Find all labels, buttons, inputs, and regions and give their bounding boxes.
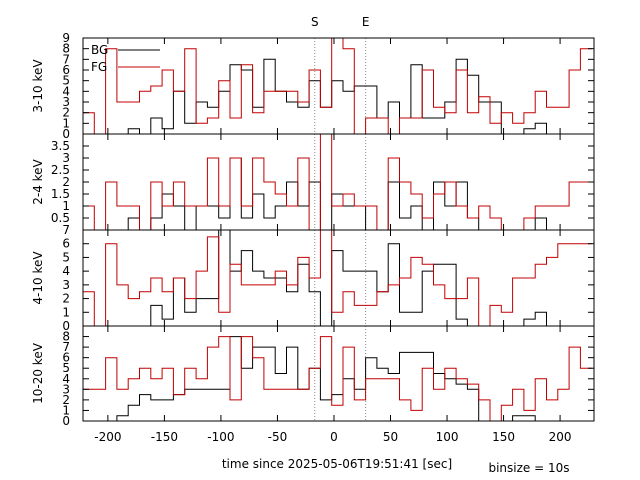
- y-tick-label: 4: [62, 264, 70, 278]
- y-tick-label: 7: [62, 223, 70, 237]
- x-axis: -200 -150 -100 -50 0 50 100 150 200: [94, 430, 571, 444]
- y-tick-label: 6: [62, 63, 70, 77]
- marker-label-E: E: [362, 15, 370, 29]
- y-tick-label: 2.5: [51, 163, 70, 177]
- y-tick-label: 1: [62, 116, 70, 130]
- marker-label-S: S: [311, 15, 319, 29]
- x-tick-label: -150: [151, 430, 178, 444]
- y-tick-label: 2: [62, 175, 70, 189]
- series-fg-panel-1: [83, 133, 592, 231]
- x-tick-label: -100: [207, 430, 234, 444]
- y-tick-label: 0.5: [51, 211, 70, 225]
- x-tick-label: 150: [492, 430, 515, 444]
- y-tick-label: 1.5: [51, 187, 70, 201]
- y-tick-label: 9: [62, 31, 70, 45]
- panel-frame-3: [82, 325, 595, 422]
- y-tick-label: 0: [62, 319, 70, 333]
- y-axis-label-1: 2-4 keV: [31, 158, 45, 204]
- y-tick-label: 3.5: [51, 139, 70, 153]
- y-tick-label: 3: [62, 382, 70, 396]
- y-tick-label: 1: [62, 305, 70, 319]
- y-tick-label: 2: [62, 292, 70, 306]
- y-axis-label-0: 3-10 keV: [31, 59, 45, 113]
- y-tick-label: 2: [62, 106, 70, 120]
- y-tick-label: 2: [62, 393, 70, 407]
- y-tick-label: 3: [62, 278, 70, 292]
- x-tick-label: -50: [268, 430, 288, 444]
- series-bg-panel-0: [83, 58, 592, 135]
- y-axis-label-3: 10-20 keV: [31, 342, 45, 404]
- binsize-label: binsize = 10s: [488, 461, 569, 475]
- y-tick-label: 1: [62, 403, 70, 417]
- y-tick-label: 8: [62, 42, 70, 56]
- y-tick-label: 0: [62, 414, 70, 428]
- y-tick-label: 5: [62, 361, 70, 375]
- series-fg-panel-2: [83, 229, 592, 327]
- y-tick-label: 5: [62, 74, 70, 88]
- x-tick-label: 100: [436, 430, 459, 444]
- y-tick-label: 7: [62, 52, 70, 66]
- panel-1: 0.511.522.533.5 2-4 keV: [31, 133, 595, 231]
- y-tick-label: 3: [62, 95, 70, 109]
- y-tick-label: 6: [62, 351, 70, 365]
- y-tick-label: 5: [62, 250, 70, 264]
- y-tick-label: 7: [62, 340, 70, 354]
- y-tick-label: 3: [62, 151, 70, 165]
- legend-label-fg: FG: [91, 60, 107, 74]
- y-tick-label: 0: [62, 127, 70, 141]
- y-tick-label: 1: [62, 199, 70, 213]
- y-tick-label: 6: [62, 237, 70, 251]
- y-tick-label: 4: [62, 372, 70, 386]
- y-axis-label-2: 4-10 keV: [31, 251, 45, 305]
- x-tick-label: -200: [94, 430, 121, 444]
- series-fg-panel-0: [83, 37, 592, 135]
- y-tick-label: 4: [62, 84, 70, 98]
- series-bg-panel-1: [83, 157, 592, 231]
- x-tick-label: 200: [549, 430, 572, 444]
- legend: BG FG: [91, 43, 160, 74]
- x-tick-label: 0: [330, 430, 338, 444]
- x-tick-label: 50: [383, 430, 398, 444]
- y-tick-label: 8: [62, 330, 70, 344]
- legend-label-bg: BG: [91, 43, 108, 57]
- series-fg-panel-3: [83, 336, 592, 422]
- x-axis-label: time since 2025-05-06T19:51:41 [sec]: [222, 457, 452, 471]
